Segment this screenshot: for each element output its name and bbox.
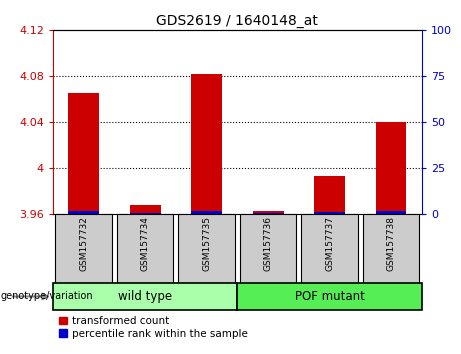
Bar xyxy=(68,93,99,214)
Bar xyxy=(314,212,345,214)
Bar xyxy=(178,214,235,283)
Bar xyxy=(376,211,407,214)
Bar xyxy=(363,214,420,283)
Bar xyxy=(130,205,160,214)
Bar xyxy=(117,214,173,283)
Bar xyxy=(376,122,407,214)
Bar xyxy=(301,214,358,283)
Text: GSM157737: GSM157737 xyxy=(325,216,334,271)
Bar xyxy=(68,211,99,214)
Legend: transformed count, percentile rank within the sample: transformed count, percentile rank withi… xyxy=(58,315,248,339)
Text: GSM157732: GSM157732 xyxy=(79,216,88,271)
Text: genotype/variation: genotype/variation xyxy=(1,291,94,302)
Bar xyxy=(53,283,237,310)
Text: GSM157736: GSM157736 xyxy=(264,216,272,271)
Text: wild type: wild type xyxy=(118,290,172,303)
Text: POF mutant: POF mutant xyxy=(295,290,365,303)
Bar xyxy=(253,211,284,214)
Bar xyxy=(253,213,284,214)
Bar xyxy=(55,214,112,283)
Bar xyxy=(237,283,422,310)
Text: GSM157735: GSM157735 xyxy=(202,216,211,271)
Bar xyxy=(240,214,296,283)
Title: GDS2619 / 1640148_at: GDS2619 / 1640148_at xyxy=(156,14,319,28)
Bar xyxy=(191,211,222,214)
Text: GSM157738: GSM157738 xyxy=(387,216,396,271)
Bar xyxy=(130,213,160,214)
Bar xyxy=(314,176,345,214)
Text: GSM157734: GSM157734 xyxy=(141,216,150,271)
Bar xyxy=(191,74,222,214)
